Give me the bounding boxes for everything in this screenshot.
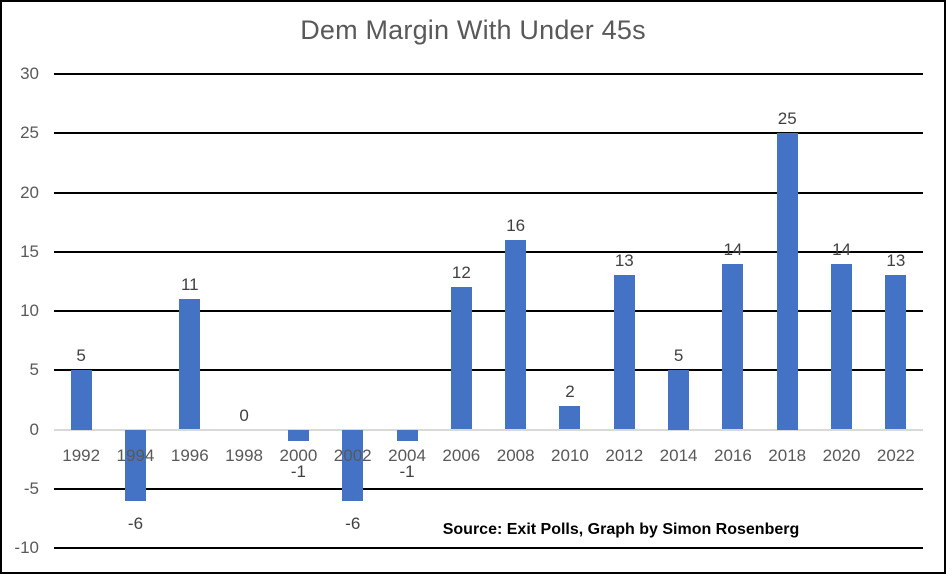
data-label-1998: 0 [239, 405, 249, 425]
x-axis-tick-label: 1996 [170, 445, 209, 465]
gridline [54, 487, 923, 490]
bar-2008 [505, 239, 527, 430]
data-label-2020: 14 [832, 239, 851, 259]
y-axis-tick-label: 20 [20, 182, 39, 202]
data-label-1994: -6 [127, 513, 144, 533]
plot-area: 30 25 20 15 10 5 0 -5 -10 5 1992 -6 1994 11 1996 0 1998-… [14, 64, 923, 557]
y-axis-tick-label: 0 [29, 419, 39, 439]
data-label-1996: 11 [180, 275, 199, 295]
data-label-2022: 13 [886, 251, 906, 271]
data-label-2012: 13 [614, 251, 634, 271]
bar-2012 [613, 275, 635, 430]
x-axis-tick-label: 1992 [62, 445, 101, 465]
gridline [54, 310, 923, 312]
data-label-2004: -1 [399, 461, 415, 481]
x-axis-tick-label: 1994 [116, 445, 155, 465]
x-axis-tick-label: 2020 [822, 445, 861, 465]
bar-2006 [450, 287, 472, 430]
chart-title: Dem Margin With Under 45s [300, 15, 646, 45]
x-axis-tick-label: 2008 [496, 445, 535, 465]
data-label-1992: 5 [76, 346, 86, 366]
x-axis-tick-label: 2016 [713, 445, 752, 465]
data-label-2010: 2 [565, 381, 575, 401]
source-note: Source: Exit Polls, Graph by Simon Rosen… [442, 521, 800, 538]
bar-1992 [70, 370, 92, 430]
bar-2018 [776, 133, 798, 430]
bar-2002 [342, 429, 364, 501]
data-label-2018: 25 [777, 109, 797, 129]
bar-2020 [831, 263, 853, 430]
x-axis-tick-label: 1998 [225, 445, 263, 465]
x-axis-tick-label: 2014 [659, 445, 698, 465]
y-axis-tick-label: 25 [20, 123, 39, 143]
gridline [54, 73, 923, 75]
gridline [54, 132, 923, 135]
x-axis-tick-label: 2010 [551, 445, 589, 465]
gridline [54, 547, 923, 549]
y-axis-tick-label: 15 [20, 241, 39, 261]
data-label-2000: -1 [290, 461, 306, 481]
x-axis-tick-label: 2000 [279, 445, 318, 465]
gridline [54, 250, 923, 253]
x-axis-tick-label: 2012 [605, 445, 644, 465]
bar-2022 [885, 275, 907, 430]
data-label-2006: 12 [451, 263, 471, 283]
y-axis-tick-label: 10 [20, 301, 39, 320]
x-axis-tick-label: 2006 [442, 445, 481, 465]
x-axis-tick-label: 2002 [333, 445, 372, 465]
gridline [54, 191, 923, 194]
gridline [54, 369, 923, 372]
data-label-2002: -6 [345, 513, 361, 533]
y-axis-tick-label: -5 [23, 478, 39, 498]
zero-gridline [54, 428, 923, 431]
bar-2010 [559, 405, 581, 430]
y-axis-tick-label: 30 [20, 64, 39, 83]
x-axis-tick-label: 2022 [876, 445, 915, 465]
bar-2016 [722, 263, 744, 430]
bar-1994 [124, 429, 146, 501]
data-label-2014: 5 [673, 346, 684, 366]
data-label-2016: 14 [723, 239, 743, 259]
y-axis-tick-label: -10 [14, 538, 39, 557]
bar-2004 [396, 429, 418, 442]
y-axis-tick-label: 5 [29, 360, 39, 380]
x-axis-tick-label: 2018 [768, 445, 807, 465]
bar-2014 [668, 370, 690, 430]
data-label-2008: 16 [506, 215, 526, 235]
bar-2000 [287, 429, 309, 442]
x-axis-tick-label: 2004 [388, 445, 426, 465]
bar-1996 [179, 299, 201, 430]
